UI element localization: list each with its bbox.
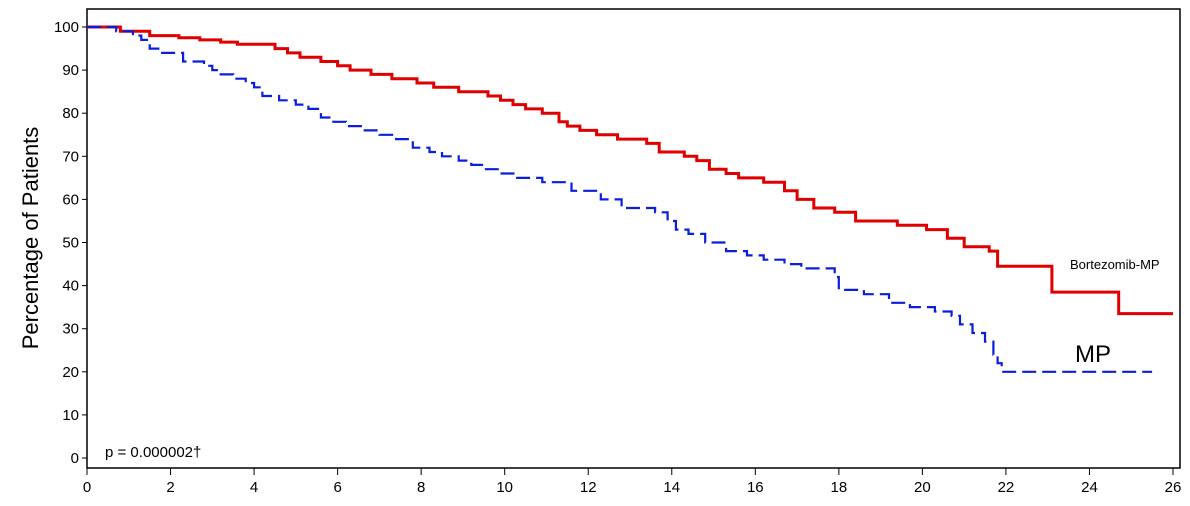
x-tick-label: 14 [663,479,680,496]
x-tick-label: 8 [417,479,425,496]
y-tick-label: 10 [62,407,79,424]
x-tick-label: 20 [914,479,931,496]
y-tick-label: 70 [62,148,79,165]
y-tick-label: 90 [62,62,79,79]
series-layer [87,25,1173,373]
x-tick-label: 16 [747,479,764,496]
x-tick-label: 12 [580,479,597,496]
y-tick-label: 50 [62,235,79,252]
legend-label-bortezomib-mp: Bortezomib-MP [1070,257,1160,272]
y-axis-title: Percentage of Patients [18,127,43,350]
y-tick-label: 40 [62,278,79,295]
x-tick-label: 26 [1165,479,1182,496]
x-tick-label: 4 [250,479,258,496]
y-axis: 0 10 20 30 40 50 60 70 80 90 100 [54,19,87,467]
p-value-annotation: p = 0.000002† [105,444,201,461]
y-tick-label: 80 [62,105,79,122]
y-tick-label: 20 [62,364,79,381]
y-tick-label: 100 [54,19,79,36]
y-tick-label: 60 [62,191,79,208]
x-tick-label: 6 [333,479,341,496]
y-tick-label: 0 [71,450,79,467]
x-tick-label: 0 [83,479,91,496]
legend-label-mp: MP [1075,341,1111,368]
x-tick-label: 18 [831,479,848,496]
plot-frame [86,8,1181,469]
x-tick-label: 24 [1081,479,1098,496]
series-line-bortezomib-mp [87,25,1173,316]
x-tick-label: 2 [166,479,174,496]
x-tick-label: 10 [496,479,513,496]
x-axis: 0 2 4 6 8 10 12 14 16 18 20 22 24 26 [83,468,1182,496]
series-line-mp [87,25,1153,373]
x-tick-label: 22 [998,479,1015,496]
y-tick-label: 30 [62,321,79,338]
